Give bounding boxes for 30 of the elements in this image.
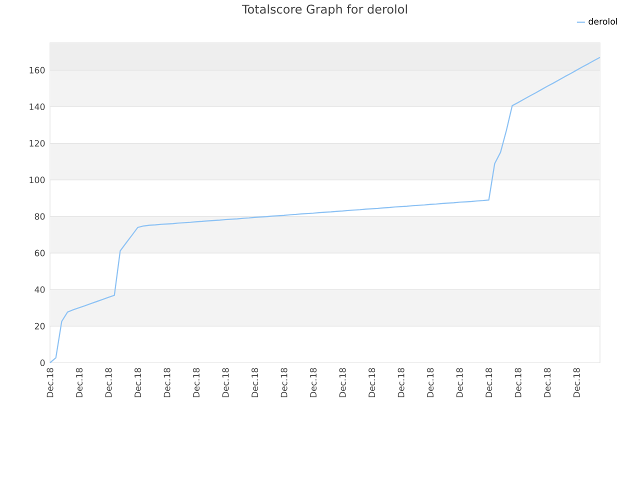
x-tick-label: Dec.18 bbox=[105, 368, 112, 398]
x-tick-label: Dec.18 bbox=[46, 368, 54, 398]
x-tick-label: Dec.18 bbox=[339, 368, 346, 398]
y-tick-label: 80 bbox=[34, 213, 45, 220]
x-tick-label: Dec.18 bbox=[164, 368, 170, 398]
x-tick-label: Dec.18 bbox=[544, 368, 551, 398]
y-tick-label: 120 bbox=[30, 140, 45, 147]
legend-label: derolol bbox=[588, 18, 618, 25]
x-tick-label: Dec.18 bbox=[486, 368, 492, 398]
y-tick-label: 40 bbox=[34, 286, 45, 294]
y-tick-label: 100 bbox=[30, 176, 45, 184]
x-tick-label: Dec.18 bbox=[456, 368, 463, 398]
x-tick-label: Dec.18 bbox=[76, 368, 83, 398]
y-tick-label: 140 bbox=[30, 104, 45, 110]
y-tick-label: 20 bbox=[34, 323, 45, 330]
x-tick-label: Dec.18 bbox=[427, 368, 434, 398]
x-tick-label: Dec.18 bbox=[514, 368, 522, 398]
x-tick-label: Dec.18 bbox=[222, 368, 229, 398]
chart-title: Totalscore Graph for derolol bbox=[242, 4, 407, 16]
x-tick-label: Dec.18 bbox=[573, 368, 580, 398]
x-tick-label: Dec.18 bbox=[368, 368, 376, 398]
x-tick-label: Dec.18 bbox=[398, 368, 404, 398]
x-tick-label: Dec.18 bbox=[134, 368, 142, 398]
x-tick-label: Dec.18 bbox=[193, 368, 200, 398]
y-tick-label: 60 bbox=[34, 250, 45, 256]
y-tick-label: 0 bbox=[40, 360, 45, 366]
x-tick-label: Dec.18 bbox=[310, 368, 317, 398]
x-tick-label: Dec.18 bbox=[252, 368, 258, 398]
x-tick-label: Dec.18 bbox=[280, 368, 288, 398]
y-tick-label: 160 bbox=[30, 67, 45, 74]
